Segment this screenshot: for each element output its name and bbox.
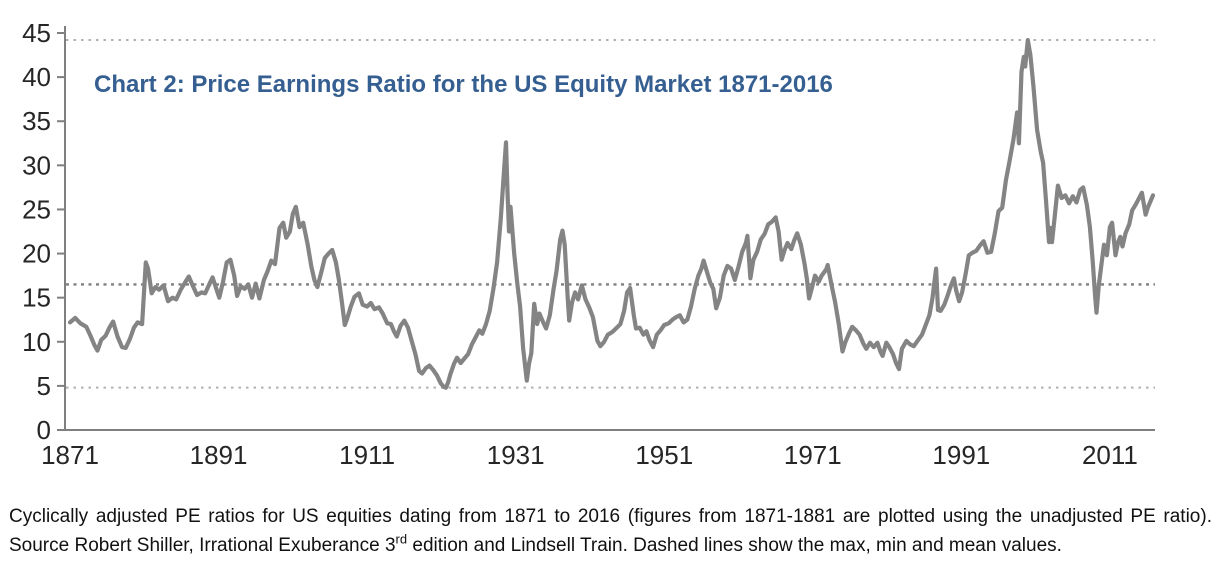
y-tick-label: 5 — [37, 371, 51, 401]
x-tick-label: 1951 — [635, 440, 693, 470]
x-tick-label: 2011 — [1082, 440, 1138, 470]
y-tick-label: 15 — [22, 283, 51, 313]
y-tick-label: 30 — [22, 150, 51, 180]
y-tick-label: 35 — [22, 106, 51, 136]
y-tick-label: 10 — [22, 327, 51, 357]
x-tick-label: 1991 — [932, 440, 990, 470]
x-tick-label: 1931 — [487, 440, 545, 470]
y-tick-label: 40 — [22, 62, 51, 92]
chart-caption: Cyclically adjusted PE ratios for US equ… — [9, 502, 1212, 560]
x-tick-label: 1891 — [190, 440, 248, 470]
x-tick-label: 1911 — [339, 440, 395, 470]
caption-ordinal-superscript: rd — [395, 531, 408, 547]
x-tick-label: 1971 — [784, 440, 842, 470]
caption-text-end: edition and Lindsell Train. Dashed lines… — [407, 535, 1062, 556]
y-tick-label: 20 — [22, 239, 51, 269]
y-tick-label: 0 — [37, 415, 51, 445]
y-tick-label: 25 — [22, 194, 51, 224]
x-tick-label: 1871 — [41, 440, 99, 470]
caption-text-start: Cyclically adjusted PE ratios for US equ… — [9, 506, 1212, 556]
pe-ratio-chart: 0 5 10 15 20 25 30 35 40 45 1871 1891 1911 1931 1951 19… — [22, 18, 1156, 470]
y-tick-label: 45 — [22, 18, 51, 48]
pe-ratio-series-line — [67, 37, 1156, 390]
chart-canvas: 0 5 10 15 20 25 30 35 40 45 1871 1891 1911 1931 1951 19… — [22, 18, 1156, 470]
chart-title: Chart 2: Price Earnings Ratio for the US… — [94, 71, 833, 98]
